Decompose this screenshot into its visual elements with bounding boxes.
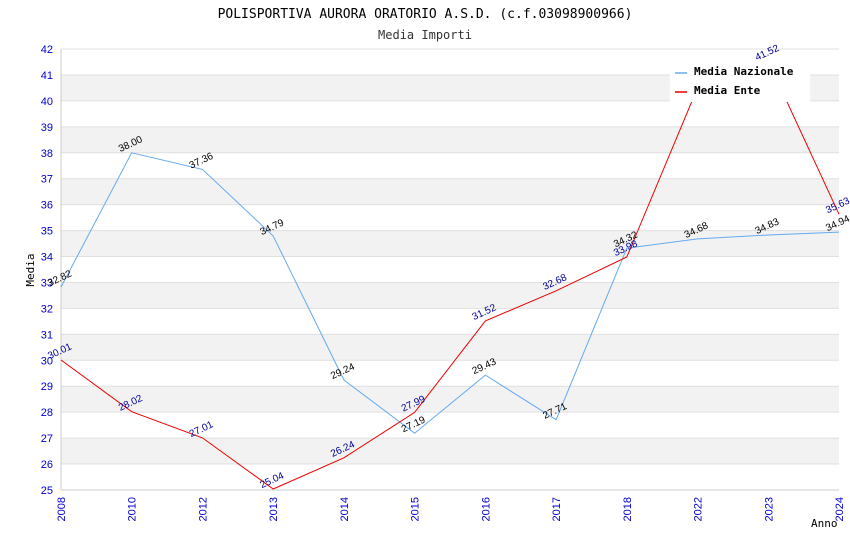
x-tick-label: 2018	[622, 497, 634, 521]
x-tick-label: 2015	[410, 497, 422, 521]
y-tick-label: 40	[41, 96, 53, 108]
y-tick-label: 26	[41, 459, 53, 471]
y-tick-label: 33	[41, 277, 53, 289]
grid-lines	[61, 48, 839, 491]
grid-band	[61, 230, 839, 257]
y-tick-label: 38	[41, 148, 53, 160]
series-line-media-nazionale	[60, 152, 840, 434]
x-tick-label: 2022	[693, 497, 705, 521]
y-tick-label: 35	[41, 226, 53, 238]
x-tick-label: 2023	[763, 497, 775, 521]
y-tick-label: 31	[41, 329, 53, 341]
y-tick-label: 27	[41, 433, 53, 445]
grid-band	[61, 334, 839, 361]
y-tick-label: 39	[41, 122, 53, 134]
y-tick-label: 29	[41, 381, 53, 393]
x-tick-label: 2010	[127, 497, 139, 521]
grid-band	[61, 386, 839, 413]
y-tick-label: 30	[41, 355, 53, 367]
grid-band	[61, 282, 839, 309]
legend-box	[670, 60, 810, 102]
x-tick-label: 2017	[551, 497, 563, 521]
grid-band	[61, 126, 839, 153]
y-tick-label: 41	[41, 70, 53, 82]
grid-band	[61, 438, 839, 465]
y-tick-label: 37	[41, 174, 53, 186]
x-tick-label: 2012	[197, 497, 209, 521]
x-axis-title: Anno	[811, 517, 838, 530]
x-tick-label: 2024	[834, 497, 846, 521]
y-tick-label: 28	[41, 407, 53, 419]
x-tick-label: 2016	[480, 497, 492, 521]
y-tick-label: 34	[41, 252, 53, 264]
legend-label-media-ente: Media Ente	[694, 84, 761, 97]
grid-band	[61, 178, 839, 205]
y-axis-title: Media	[24, 253, 37, 286]
axes	[60, 49, 839, 491]
y-tick-label: 36	[41, 200, 53, 212]
grid-bands	[61, 74, 839, 465]
y-tick-label: 42	[41, 44, 53, 56]
x-tick-labels: 2008 2010 2012 2013 2014 2015 2016 2017 2018 2022…	[56, 497, 846, 521]
y-tick-labels: 25 26 27 28 29 30 31 32 33 34 35 36 37 38 39 40 41 42	[41, 44, 53, 497]
chart-subtitle: Media Importi	[378, 28, 472, 42]
x-tick-label: 2013	[268, 497, 280, 521]
x-tick-label: 2014	[339, 497, 351, 521]
legend-label-media-nazionale: Media Nazionale	[694, 65, 794, 78]
chart-title: POLISPORTIVA AURORA ORATORIO A.S.D. (c.f…	[218, 7, 633, 22]
y-tick-label: 32	[41, 303, 53, 315]
x-tick-label: 2008	[56, 497, 68, 521]
y-tick-label: 25	[41, 485, 53, 497]
legend: Media Nazionale Media Ente	[670, 60, 810, 102]
